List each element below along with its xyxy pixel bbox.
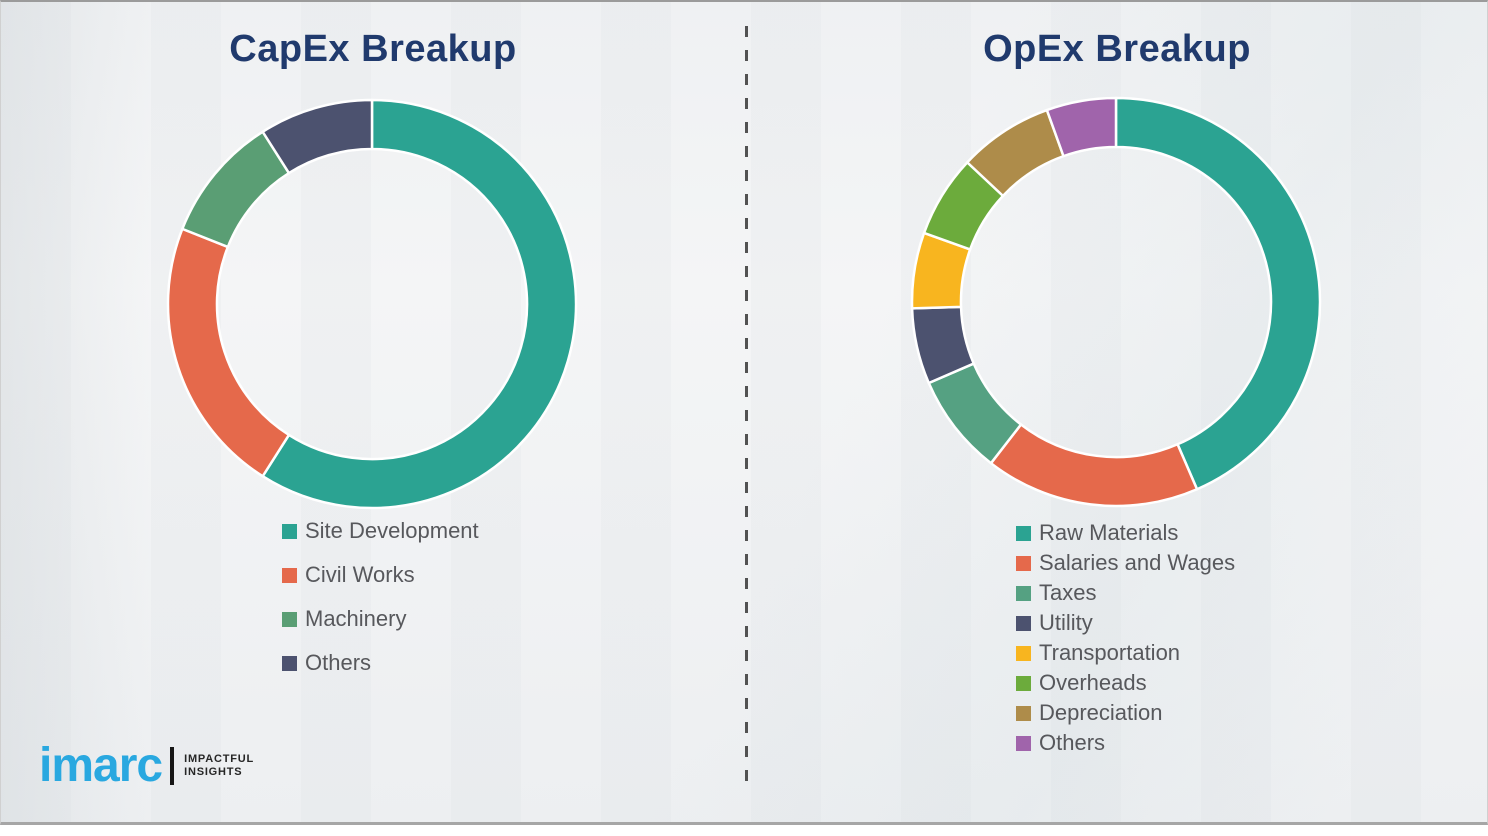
donut-segment-others bbox=[1045, 96, 1118, 158]
imarc-logo: imarc IMPACTFUL INSIGHTS bbox=[39, 742, 254, 790]
vertical-dashed-divider bbox=[745, 26, 748, 792]
capex-chart-title: CapEx Breakup bbox=[229, 28, 517, 70]
legend-label: Salaries and Wages bbox=[1039, 550, 1236, 575]
legend-swatch bbox=[1016, 615, 1031, 631]
donut-segment-others bbox=[261, 98, 374, 175]
imarc-logo-wordmark: imarc bbox=[39, 739, 163, 792]
legend-item-others-capex: Others bbox=[282, 650, 479, 676]
legend-label: Overheads bbox=[1039, 670, 1147, 695]
legend-swatch bbox=[282, 567, 297, 583]
legend-swatch bbox=[1016, 645, 1031, 661]
legend-label: Others bbox=[1039, 730, 1106, 755]
legend-label: Others bbox=[305, 650, 372, 675]
logo-tagline-line1: IMPACTFUL bbox=[184, 753, 255, 765]
capex-legend: Site Development Civil Works Machinery O… bbox=[282, 518, 479, 676]
legend-item-machinery: Machinery bbox=[282, 606, 479, 632]
legend-item-others-opex: Others bbox=[1016, 730, 1235, 756]
legend-item-raw-materials: Raw Materials bbox=[1016, 520, 1235, 546]
legend-swatch bbox=[1016, 675, 1031, 691]
legend-label: Site Development bbox=[305, 518, 479, 543]
legend-item-transportation: Transportation bbox=[1016, 640, 1235, 666]
legend-swatch bbox=[1016, 525, 1031, 541]
legend-item-overheads: Overheads bbox=[1016, 670, 1235, 696]
logo-tagline: IMPACTFUL INSIGHTS bbox=[184, 753, 254, 779]
legend-swatch bbox=[1016, 705, 1031, 721]
legend-item-depreciation: Depreciation bbox=[1016, 700, 1235, 726]
legend-item-taxes: Taxes bbox=[1016, 580, 1235, 606]
legend-item-site-development: Site Development bbox=[282, 518, 479, 544]
legend-swatch bbox=[1016, 555, 1031, 571]
legend-label: Utility bbox=[1039, 610, 1093, 635]
logo-tagline-line2: INSIGHTS bbox=[184, 766, 243, 778]
legend-swatch bbox=[1016, 585, 1031, 601]
legend-item-utility: Utility bbox=[1016, 610, 1235, 636]
legend-swatch bbox=[1016, 735, 1031, 751]
donut-segment-raw-materials bbox=[1114, 96, 1322, 491]
opex-donut-chart bbox=[910, 96, 1322, 508]
legend-swatch bbox=[282, 523, 297, 539]
legend-label: Depreciation bbox=[1039, 700, 1163, 725]
opex-legend: Raw Materials Salaries and Wages Taxes U… bbox=[1016, 520, 1235, 756]
legend-label: Civil Works bbox=[305, 562, 415, 587]
legend-item-civil-works: Civil Works bbox=[282, 562, 479, 588]
legend-label: Transportation bbox=[1039, 640, 1181, 665]
legend-label: Machinery bbox=[305, 606, 407, 631]
legend-item-salaries-and-wages: Salaries and Wages bbox=[1016, 550, 1235, 576]
legend-swatch bbox=[282, 611, 297, 627]
donut-segment-salaries-and-wages bbox=[989, 423, 1199, 508]
capex-donut-chart bbox=[166, 98, 578, 510]
donut-segment-site-development bbox=[261, 98, 578, 510]
logo-divider-bar bbox=[170, 747, 175, 785]
opex-chart-title: OpEx Breakup bbox=[983, 28, 1251, 70]
legend-label: Raw Materials bbox=[1039, 520, 1179, 545]
legend-label: Taxes bbox=[1039, 580, 1097, 605]
legend-swatch bbox=[282, 655, 297, 671]
donut-segment-civil-works bbox=[166, 227, 291, 478]
